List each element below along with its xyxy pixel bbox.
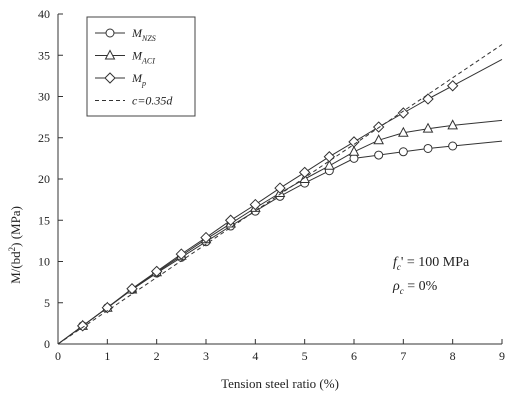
series-2-marker (101, 301, 114, 314)
series-0-marker (374, 150, 384, 160)
x-tick-label: 2 (154, 349, 160, 363)
x-tick-label: 6 (351, 349, 357, 363)
series-2-marker (249, 198, 262, 211)
y-tick-label: 25 (38, 131, 50, 145)
series-1-marker (299, 172, 310, 183)
series-0-marker (398, 147, 408, 157)
y-tick-label: 30 (38, 90, 50, 104)
y-tick-label: 0 (44, 337, 50, 351)
series-2-marker (298, 166, 311, 179)
x-tick-label: 7 (400, 349, 406, 363)
legend-label-3: c=0.35d (132, 94, 173, 108)
x-tick-label: 0 (55, 349, 61, 363)
y-axis-title-sup: 2 (7, 247, 17, 252)
y-axis-title-prefix: M/(bd (8, 251, 23, 284)
series-2-marker (397, 107, 410, 119)
series-1-marker (422, 122, 434, 133)
x-tick-label: 3 (203, 349, 209, 363)
x-tick-label: 9 (499, 349, 505, 363)
series-1 (57, 119, 503, 345)
legend-label-2: Mp (131, 71, 146, 88)
series-0 (57, 140, 503, 345)
axis-ticks: 0 1 2 3 4 5 6 7 8 9 0 5 10 15 20 25 30 35 40 (38, 7, 505, 363)
series-1-marker (398, 126, 409, 137)
y-tick-label: 5 (44, 296, 50, 310)
series-2-marker (422, 93, 434, 105)
series-1-marker (373, 134, 384, 145)
series-1-marker (324, 159, 335, 170)
series-layer (57, 44, 503, 345)
y-tick-label: 35 (38, 48, 50, 62)
series-0-marker (423, 143, 433, 153)
series-line-3 (57, 44, 503, 345)
legend-label-main: M (131, 49, 143, 63)
series-2-marker (372, 121, 385, 133)
y-tick-label: 10 (38, 255, 50, 269)
x-tick-label: 1 (104, 349, 110, 363)
series-0-marker (448, 141, 458, 151)
annotations: fc' = 100 MPa ρc = 0% (392, 255, 470, 296)
series-2-marker (200, 231, 212, 244)
legend-marker-2 (104, 72, 116, 84)
annotation-fc: fc' = 100 MPa (393, 255, 470, 272)
y-tick-label: 20 (38, 172, 50, 186)
y-tick-label: 40 (38, 7, 50, 21)
series-line-2 (57, 58, 503, 345)
legend-label-main: M (131, 26, 143, 40)
series-2-marker (175, 248, 188, 260)
legend-label-sub: p (141, 79, 146, 88)
series-2-marker (224, 214, 237, 226)
legend-label-sub: ACI (141, 57, 155, 66)
y-tick-label: 15 (38, 213, 50, 227)
x-axis-title: Tension steel ratio (%) (221, 376, 339, 391)
annotation-rho: ρc = 0% (392, 279, 438, 296)
x-tick-label: 4 (252, 349, 258, 363)
series-2-marker (76, 320, 89, 332)
legend-label-0: MNZS (131, 26, 156, 43)
x-tick-label: 8 (450, 349, 456, 363)
series-line-1 (57, 119, 503, 345)
legend-marker-0 (105, 28, 115, 38)
legend-marker-1 (104, 49, 116, 60)
y-axis-title: M/(bd2) (MPa) (7, 206, 23, 284)
series-3 (57, 44, 503, 345)
series-2-marker (150, 265, 163, 278)
series-1-marker (447, 119, 458, 130)
series-2-marker (323, 151, 336, 163)
series-2-marker (348, 136, 360, 148)
series-2-marker (126, 283, 138, 295)
legend-label-main: c=0.35d (132, 94, 173, 108)
legend-label-main: M (131, 71, 143, 85)
legend-label-sub: NZS (141, 34, 156, 43)
series-1-marker (348, 145, 360, 156)
series-2 (57, 58, 503, 345)
legend-label-1: MACI (131, 49, 155, 66)
series-line-0 (57, 140, 503, 345)
y-axis-title-suffix: ) (MPa) (8, 206, 23, 247)
series-2-marker (274, 182, 286, 194)
x-tick-label: 5 (302, 349, 308, 363)
series-2-marker (446, 80, 459, 92)
